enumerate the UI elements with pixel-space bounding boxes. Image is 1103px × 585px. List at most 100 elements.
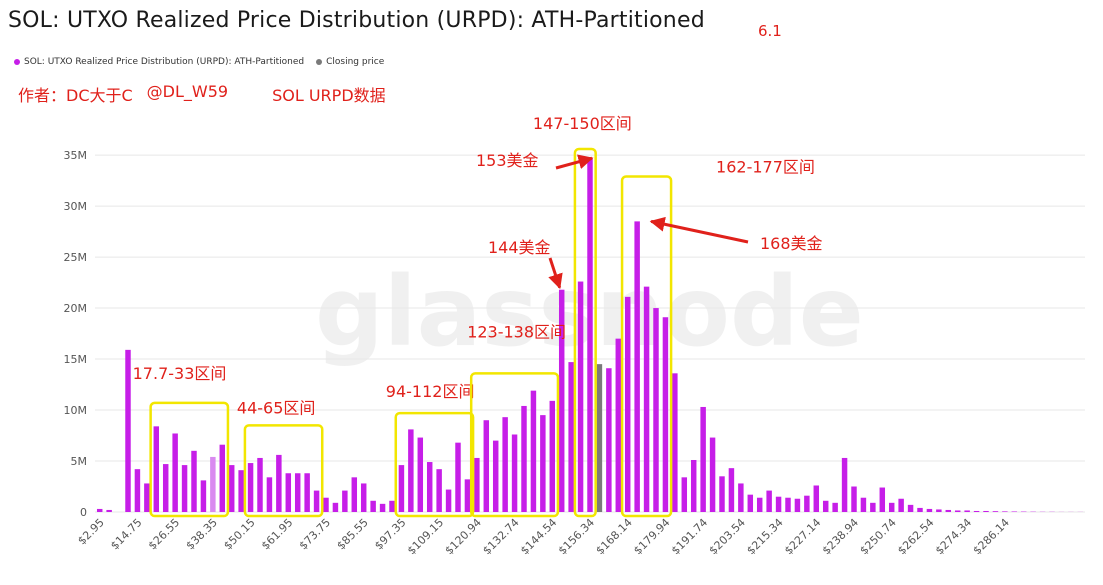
- urpd-bar: [408, 429, 414, 512]
- urpd-bar: [936, 509, 942, 512]
- urpd-bar: [521, 405, 527, 512]
- y-axis-ticks: 0 5M 10M 15M 20M 25M 30M 35M: [64, 149, 88, 519]
- urpd-bar: [992, 511, 999, 512]
- y-tick-label: 5M: [71, 455, 88, 468]
- x-tick-label: $144.54: [518, 516, 559, 557]
- x-tick-label: $191.74: [669, 516, 710, 557]
- x-tick-label: $38.35: [184, 516, 220, 552]
- urpd-bar: [172, 433, 178, 512]
- urpd-bar: [775, 496, 782, 512]
- x-tick-label: $14.75: [108, 516, 144, 552]
- x-tick-label: $168.14: [593, 516, 634, 557]
- x-axis-ticks: $2.95 $14.75 $26.55 $38.35 $50.15 $61.95 $73.7…: [75, 516, 1012, 557]
- legend-item-urpd[interactable]: SOL: UTXO Realized Price Distribution (U…: [14, 57, 304, 67]
- urpd-bar: [964, 510, 970, 512]
- urpd-bar: [577, 281, 584, 512]
- author-handle: @DL_W59: [146, 82, 229, 101]
- urpd-bar: [804, 495, 810, 512]
- x-tick-label: $203.54: [707, 516, 748, 557]
- urpd-bar: [926, 508, 933, 512]
- corner-note: 6.1: [758, 22, 782, 40]
- urpd-bar: [313, 490, 320, 512]
- x-tick-label: $286.14: [971, 516, 1012, 557]
- urpd-bar: [153, 426, 160, 512]
- urpd-bar: [813, 485, 820, 512]
- urpd-bar: [634, 221, 640, 512]
- urpd-bar: [615, 338, 622, 512]
- urpd-bar: [389, 500, 395, 512]
- urpd-bar: [200, 480, 207, 512]
- urpd-bar: [690, 459, 697, 512]
- urpd-bar: [266, 477, 273, 512]
- urpd-bar: [351, 477, 358, 512]
- urpd-bar: [973, 510, 980, 512]
- x-tick-label: $2.95: [75, 516, 106, 547]
- urpd-bar: [643, 286, 650, 512]
- urpd-bar: [483, 420, 490, 512]
- urpd-bar: [285, 473, 292, 512]
- y-tick-label: 35M: [64, 149, 88, 162]
- urpd-bar: [219, 444, 226, 512]
- urpd-bar: [917, 507, 923, 512]
- urpd-bar: [492, 440, 499, 512]
- urpd-bar: [756, 497, 763, 512]
- price-callout-label: 168美金: [760, 234, 823, 253]
- legend: SOL: UTXO Realized Price Distribution (U…: [14, 57, 384, 67]
- urpd-bar: [342, 490, 348, 512]
- urpd-bar: [587, 158, 593, 512]
- y-tick-label: 25M: [64, 251, 88, 264]
- urpd-bar: [511, 434, 518, 512]
- urpd-bar: [162, 464, 169, 512]
- x-tick-label: $50.15: [221, 516, 257, 552]
- range-box: [243, 424, 324, 518]
- urpd-bar: [681, 477, 688, 512]
- x-tick-label: $120.94: [443, 516, 484, 557]
- urpd-bar: [96, 508, 103, 512]
- urpd-bar: [879, 487, 886, 512]
- urpd-bar: [276, 454, 282, 512]
- x-tick-label: $85.55: [334, 516, 370, 552]
- x-tick-label: $132.74: [480, 516, 521, 557]
- range-label: 17.7-33区间: [133, 364, 227, 383]
- urpd-bar: [106, 509, 112, 512]
- x-tick-label: $156.34: [556, 516, 597, 557]
- urpd-bar: [228, 465, 235, 512]
- x-tick-label: $238.94: [820, 516, 861, 557]
- urpd-bar: [832, 502, 838, 512]
- x-tick-label: $262.54: [895, 516, 936, 557]
- range-label: 44-65区间: [237, 398, 316, 417]
- urpd-bar: [568, 362, 574, 512]
- urpd-bar: [860, 497, 867, 512]
- range-label: 162-177区间: [716, 158, 815, 177]
- range-label: 123-138区间: [467, 322, 566, 341]
- urpd-bar: [653, 308, 659, 512]
- urpd-bar: [662, 317, 669, 512]
- legend-label-closing-price: Closing price: [326, 57, 385, 67]
- urpd-bar: [870, 502, 876, 512]
- chart-title: SOL: UTXO Realized Price Distribution (U…: [8, 8, 705, 33]
- urpd-bar: [210, 456, 216, 512]
- legend-label-urpd: SOL: UTXO Realized Price Distribution (U…: [24, 57, 305, 67]
- range-label: 94-112区间: [386, 382, 475, 401]
- urpd-bar: [719, 476, 725, 512]
- x-tick-label: $215.34: [744, 516, 785, 557]
- urpd-bar: [1002, 511, 1008, 512]
- author-name: 作者：DC大于C: [18, 86, 133, 105]
- urpd-bar: [398, 465, 405, 512]
- urpd-bar: [794, 498, 801, 512]
- urpd-bar: [822, 500, 829, 512]
- urpd-bar: [672, 373, 678, 512]
- legend-item-closing-price[interactable]: Closing price: [316, 57, 384, 67]
- urpd-bar: [907, 504, 914, 512]
- x-tick-label: $97.35: [372, 516, 408, 552]
- urpd-bar: [294, 473, 301, 512]
- urpd-bar: [144, 483, 150, 512]
- y-tick-label: 20M: [64, 302, 88, 315]
- urpd-bar: [1011, 511, 1018, 512]
- urpd-bar: [766, 490, 772, 512]
- price-callout-label: 144美金: [488, 238, 551, 257]
- urpd-bar: [455, 442, 461, 512]
- range-box: [149, 401, 230, 518]
- urpd-bar: [700, 406, 706, 512]
